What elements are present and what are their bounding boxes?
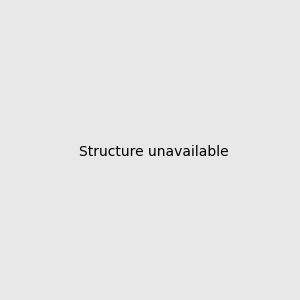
Text: Structure unavailable: Structure unavailable (79, 145, 229, 158)
